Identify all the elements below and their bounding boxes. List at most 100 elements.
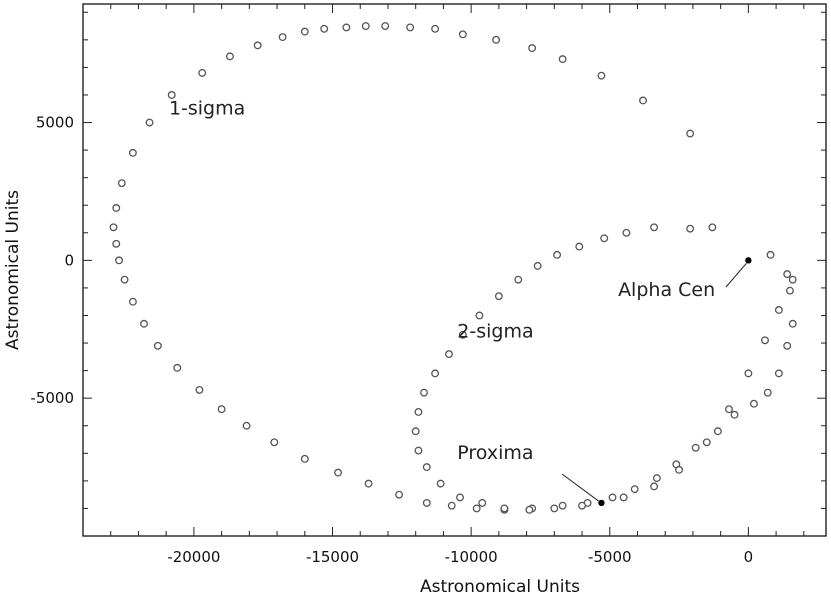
orbit-point xyxy=(320,24,329,33)
orbit-point xyxy=(744,369,753,378)
orbit-point xyxy=(120,275,129,284)
orbit-point xyxy=(128,297,137,306)
x-axis-label: Astronomical Units xyxy=(420,577,580,597)
orbit-point xyxy=(533,261,542,270)
orbit-point xyxy=(115,256,123,265)
orbit-point xyxy=(619,493,628,502)
orbit-point xyxy=(167,91,176,99)
orbit-point xyxy=(334,468,343,477)
x-tick-label: -20000 xyxy=(167,548,220,566)
orbit-point xyxy=(783,270,792,279)
orbit-point xyxy=(278,33,287,42)
x-tick-label: 0 xyxy=(744,548,754,566)
orbit-point xyxy=(761,336,769,345)
orbit-point xyxy=(763,388,772,397)
orbit-point xyxy=(109,223,118,232)
orbit-point xyxy=(414,446,423,455)
orbit-point xyxy=(436,479,445,488)
orbit-point xyxy=(494,292,503,301)
orbit-point xyxy=(650,223,659,232)
orbit-point xyxy=(395,490,404,499)
orbit-point xyxy=(691,443,700,452)
orbit-point xyxy=(514,275,523,284)
orbit-point xyxy=(117,179,126,188)
orbit-point xyxy=(525,505,534,514)
y-axis-label: Astronomical Units xyxy=(3,190,23,350)
orbit-point xyxy=(528,44,537,53)
orbit-point xyxy=(300,27,309,36)
orbit-point xyxy=(675,465,684,474)
orbit-point xyxy=(445,350,453,359)
plot-frame xyxy=(82,3,827,537)
orbit-point xyxy=(558,501,567,510)
orbit-point xyxy=(420,388,428,397)
annotation-label: 1-sigma xyxy=(169,97,245,119)
orbit-point xyxy=(198,68,207,77)
orbit-point xyxy=(774,369,783,378)
orbit-point xyxy=(173,363,182,372)
y-tick-label: -5000 xyxy=(30,389,74,407)
orbit-point xyxy=(725,405,733,414)
orbit-point xyxy=(458,30,467,39)
x-tick-label: -10000 xyxy=(445,548,498,566)
orbit-point xyxy=(411,427,420,436)
orbit-point xyxy=(422,498,431,507)
x-tick-label: -15000 xyxy=(306,548,359,566)
orbit-point xyxy=(456,493,464,502)
orbit-point xyxy=(550,504,559,513)
orbit-point xyxy=(788,275,797,284)
orbit-point xyxy=(406,23,415,32)
annotation-label: Proxima xyxy=(457,442,533,464)
orbit-point xyxy=(414,408,423,416)
orbit-point xyxy=(447,501,456,510)
orbit-point xyxy=(597,71,606,80)
star-point xyxy=(745,257,752,264)
annotation-label: Alpha Cen xyxy=(618,279,715,301)
orbit-point xyxy=(788,319,797,328)
orbit-point xyxy=(500,504,509,513)
orbit-point xyxy=(492,35,501,44)
orbit-point xyxy=(639,96,647,105)
orbit-point xyxy=(217,405,226,414)
orbit-point xyxy=(112,204,121,212)
orbit-point xyxy=(195,385,204,394)
orbit-point xyxy=(140,319,148,328)
orbit-point xyxy=(749,399,758,408)
orbit-point xyxy=(381,22,390,31)
orbit-point xyxy=(112,239,121,248)
star-point xyxy=(598,499,605,507)
proxima-leader-line xyxy=(561,473,599,502)
orbit-point xyxy=(553,250,562,259)
orbit-point xyxy=(478,498,487,507)
orbit-point xyxy=(270,438,279,447)
orbit-point xyxy=(242,421,251,430)
orbit-point xyxy=(622,228,631,237)
orbit-point xyxy=(630,485,639,494)
orbit-point xyxy=(225,52,234,61)
orbit-point xyxy=(686,224,695,233)
orbit-point xyxy=(128,148,137,157)
orbit-point xyxy=(730,410,739,419)
orbit-point xyxy=(153,341,162,350)
orbit-point xyxy=(713,427,722,436)
orbit-point xyxy=(608,493,617,502)
orbit-point xyxy=(650,482,659,491)
orbit-point xyxy=(786,286,794,295)
orbit-point xyxy=(145,118,154,127)
orbit-point xyxy=(702,438,711,447)
orbit-point xyxy=(458,330,467,339)
x-tick-label: -5000 xyxy=(588,548,632,566)
orbit-point xyxy=(708,223,717,232)
annotation-label: 2-sigma xyxy=(457,321,533,343)
orbit-point xyxy=(652,474,661,483)
orbit-point xyxy=(422,463,431,472)
orbit-point xyxy=(686,129,695,138)
orbit-point xyxy=(475,311,484,320)
orbit-point xyxy=(578,501,586,510)
y-tick-label: 5000 xyxy=(36,114,74,132)
orbit-point xyxy=(774,306,783,314)
orbit-point xyxy=(300,454,309,463)
orbit-point xyxy=(364,479,373,488)
orbit-point xyxy=(431,24,440,33)
